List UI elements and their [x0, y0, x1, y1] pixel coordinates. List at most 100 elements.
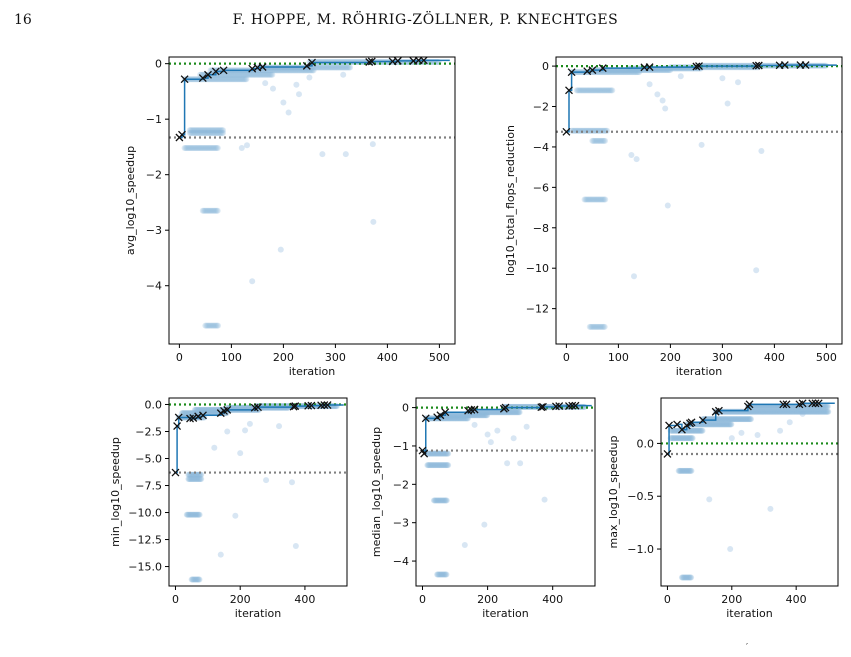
sample-point — [739, 416, 746, 423]
sample-point — [458, 412, 465, 419]
best-marker — [254, 403, 262, 412]
sample-point — [789, 408, 796, 415]
sample-point — [187, 127, 194, 134]
sample-point — [599, 137, 606, 144]
sample-point — [685, 574, 692, 581]
sample-point — [686, 435, 693, 442]
sample-point — [794, 408, 801, 415]
y-tick-label: −4 — [393, 555, 409, 568]
sample-point — [592, 137, 599, 144]
sample-point — [707, 421, 714, 428]
sample-point — [191, 406, 198, 413]
sample-point — [246, 71, 253, 78]
sample-point — [437, 462, 444, 469]
best-marker — [258, 63, 267, 71]
sample-point — [813, 408, 820, 415]
sample-point — [198, 406, 205, 413]
best-marker — [551, 402, 560, 411]
sample-point — [209, 145, 216, 152]
sample-point — [606, 69, 613, 76]
sample-point — [772, 408, 779, 415]
sample-point — [787, 408, 794, 415]
sample-point — [477, 412, 484, 419]
sample-point — [693, 427, 700, 434]
sample-point — [185, 476, 192, 483]
sample-point — [669, 427, 676, 434]
sample-point — [682, 467, 689, 474]
sample-point — [591, 196, 598, 203]
sample-point — [717, 421, 724, 428]
sample-point — [324, 64, 331, 71]
sample-point — [206, 145, 213, 152]
outlier-point — [724, 100, 731, 107]
sample-point — [714, 421, 721, 428]
sample-point — [590, 137, 597, 144]
sample-point — [187, 476, 194, 483]
sample-point — [182, 145, 189, 152]
sample-point — [283, 67, 290, 74]
sample-point — [232, 71, 239, 78]
sample-point — [582, 196, 589, 203]
sample-point — [435, 462, 442, 469]
sample-point — [794, 408, 801, 415]
sample-point — [268, 71, 275, 78]
best-marker — [537, 403, 546, 412]
sample-point — [822, 408, 829, 415]
sample-point — [499, 409, 506, 416]
sample-point — [221, 76, 228, 83]
sample-point — [686, 427, 693, 434]
sample-point — [284, 67, 291, 74]
sample-point — [208, 207, 215, 214]
sample-point — [587, 196, 594, 203]
outlier-point — [799, 410, 806, 417]
sample-point — [454, 412, 461, 419]
sample-point — [196, 471, 203, 478]
sample-point — [459, 412, 466, 419]
sample-point — [203, 406, 210, 413]
sample-point — [219, 130, 226, 137]
sample-point — [679, 435, 686, 442]
outlier-point — [277, 246, 284, 253]
sample-point — [191, 576, 198, 583]
best-marker — [538, 402, 547, 411]
sample-point — [752, 408, 759, 415]
best-marker — [289, 402, 298, 411]
sample-point — [196, 410, 203, 417]
x-axis-label: iteration — [289, 365, 335, 378]
plot-area — [169, 401, 347, 583]
sample-point — [347, 64, 354, 71]
sample-point — [191, 511, 198, 518]
sample-point — [195, 476, 202, 483]
sample-point — [682, 435, 689, 442]
y-tick-label: −1 — [393, 440, 409, 453]
sample-point — [211, 406, 218, 413]
sample-point — [591, 323, 598, 330]
sample-point — [590, 87, 597, 94]
sample-point — [200, 127, 207, 134]
best-marker — [745, 400, 754, 409]
sample-point — [213, 130, 220, 137]
outlier-point — [461, 541, 468, 548]
sample-point — [310, 67, 317, 74]
sample-point — [590, 323, 597, 330]
sample-point — [436, 571, 443, 578]
sample-point — [190, 410, 197, 417]
sample-point — [669, 427, 676, 434]
sample-point — [214, 322, 221, 329]
sample-point — [823, 408, 830, 415]
sample-point — [670, 435, 677, 442]
sample-point — [814, 408, 821, 415]
x-axis-label: iteration — [235, 607, 281, 620]
y-tick-label: −0.5 — [627, 490, 654, 503]
sample-point — [464, 412, 471, 419]
sample-point — [316, 64, 323, 71]
sample-point — [659, 67, 666, 74]
sample-point — [453, 412, 460, 419]
sample-point — [430, 450, 437, 457]
sample-point — [229, 71, 236, 78]
sample-point — [683, 574, 690, 581]
outlier-point — [541, 496, 548, 503]
sample-point — [187, 410, 194, 417]
sample-point — [476, 412, 483, 419]
sample-point — [482, 412, 488, 419]
